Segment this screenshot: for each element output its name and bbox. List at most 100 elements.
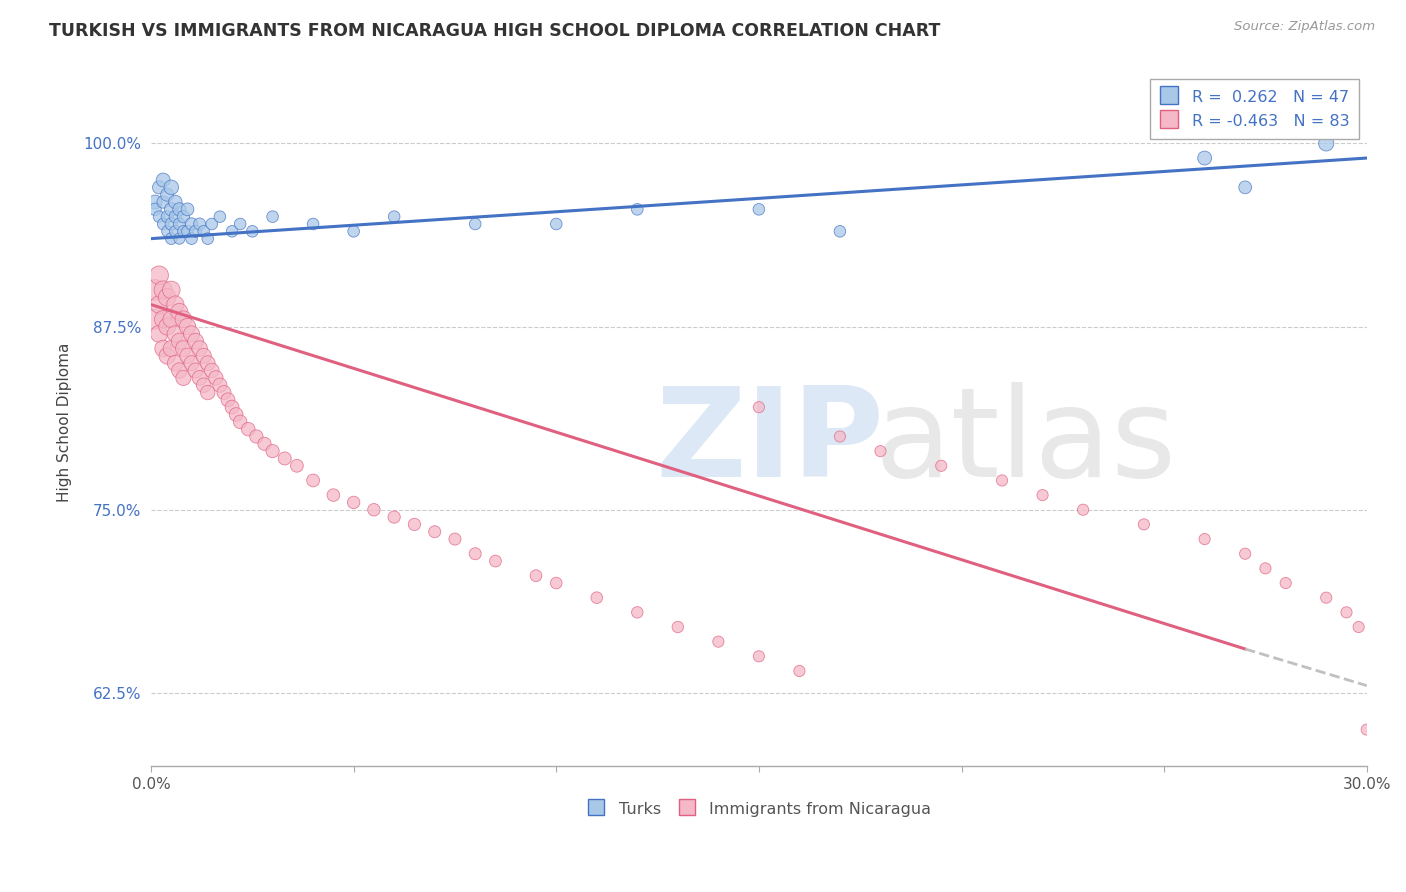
Point bbox=[262, 444, 284, 458]
Point bbox=[176, 349, 198, 363]
Point bbox=[221, 400, 243, 414]
Point bbox=[143, 202, 166, 217]
Point bbox=[748, 400, 770, 414]
Point bbox=[929, 458, 952, 473]
Point bbox=[1315, 591, 1337, 605]
Point bbox=[1274, 576, 1296, 591]
Point bbox=[143, 283, 166, 297]
Point bbox=[302, 217, 325, 231]
Point bbox=[180, 217, 202, 231]
Point bbox=[1347, 620, 1369, 634]
Point bbox=[546, 217, 568, 231]
Point bbox=[176, 224, 198, 238]
Point bbox=[169, 334, 191, 349]
Point bbox=[707, 634, 730, 648]
Point bbox=[343, 224, 366, 238]
Point bbox=[160, 342, 183, 356]
Point bbox=[262, 210, 284, 224]
Text: TURKISH VS IMMIGRANTS FROM NICARAGUA HIGH SCHOOL DIPLOMA CORRELATION CHART: TURKISH VS IMMIGRANTS FROM NICARAGUA HIG… bbox=[49, 22, 941, 40]
Legend: Turks, Immigrants from Nicaragua: Turks, Immigrants from Nicaragua bbox=[581, 794, 938, 823]
Point bbox=[1071, 502, 1094, 516]
Text: ZIP: ZIP bbox=[655, 382, 884, 503]
Point bbox=[180, 326, 202, 341]
Point bbox=[152, 194, 174, 209]
Point bbox=[238, 422, 260, 436]
Point bbox=[208, 378, 231, 392]
Point bbox=[221, 224, 243, 238]
Point bbox=[201, 217, 224, 231]
Point bbox=[165, 210, 187, 224]
Point bbox=[143, 194, 166, 209]
Point bbox=[212, 385, 235, 400]
Point bbox=[245, 429, 267, 443]
Point bbox=[169, 217, 191, 231]
Point bbox=[172, 371, 194, 385]
Point bbox=[165, 297, 187, 311]
Point bbox=[626, 605, 648, 619]
Point bbox=[160, 312, 183, 326]
Point bbox=[1234, 547, 1257, 561]
Point bbox=[160, 283, 183, 297]
Point bbox=[1254, 561, 1277, 575]
Point bbox=[152, 173, 174, 187]
Point bbox=[160, 232, 183, 246]
Y-axis label: High School Diploma: High School Diploma bbox=[58, 343, 72, 501]
Point bbox=[156, 290, 179, 304]
Point bbox=[464, 547, 486, 561]
Text: Source: ZipAtlas.com: Source: ZipAtlas.com bbox=[1234, 20, 1375, 33]
Point bbox=[152, 342, 174, 356]
Point bbox=[148, 180, 170, 194]
Point bbox=[156, 187, 179, 202]
Point bbox=[225, 408, 247, 422]
Point bbox=[285, 458, 308, 473]
Point bbox=[626, 202, 648, 217]
Point bbox=[152, 217, 174, 231]
Point bbox=[1133, 517, 1156, 532]
Point bbox=[546, 576, 568, 591]
Point bbox=[184, 224, 207, 238]
Point bbox=[363, 502, 385, 516]
Point bbox=[160, 217, 183, 231]
Point bbox=[148, 210, 170, 224]
Point bbox=[193, 349, 215, 363]
Point bbox=[180, 232, 202, 246]
Point bbox=[156, 224, 179, 238]
Point bbox=[1355, 723, 1378, 737]
Point bbox=[789, 664, 811, 678]
Point bbox=[240, 224, 263, 238]
Point bbox=[176, 202, 198, 217]
Point bbox=[148, 297, 170, 311]
Point bbox=[382, 210, 405, 224]
Point bbox=[160, 202, 183, 217]
Point bbox=[666, 620, 689, 634]
Point bbox=[197, 385, 219, 400]
Point bbox=[1032, 488, 1054, 502]
Point bbox=[197, 232, 219, 246]
Point bbox=[169, 202, 191, 217]
Point bbox=[188, 371, 211, 385]
Point bbox=[1234, 180, 1257, 194]
Point bbox=[197, 356, 219, 370]
Point bbox=[748, 649, 770, 664]
Point bbox=[585, 591, 607, 605]
Point bbox=[165, 356, 187, 370]
Point bbox=[444, 532, 467, 546]
Point bbox=[253, 437, 276, 451]
Point bbox=[302, 474, 325, 488]
Point bbox=[156, 210, 179, 224]
Point bbox=[184, 363, 207, 377]
Point bbox=[169, 232, 191, 246]
Point bbox=[382, 510, 405, 524]
Point bbox=[160, 180, 183, 194]
Point bbox=[172, 210, 194, 224]
Point bbox=[201, 363, 224, 377]
Point bbox=[148, 326, 170, 341]
Point bbox=[169, 363, 191, 377]
Point bbox=[1336, 605, 1358, 619]
Point bbox=[1194, 151, 1216, 165]
Point bbox=[152, 283, 174, 297]
Point bbox=[828, 429, 851, 443]
Point bbox=[229, 217, 252, 231]
Point bbox=[176, 319, 198, 334]
Point bbox=[991, 474, 1014, 488]
